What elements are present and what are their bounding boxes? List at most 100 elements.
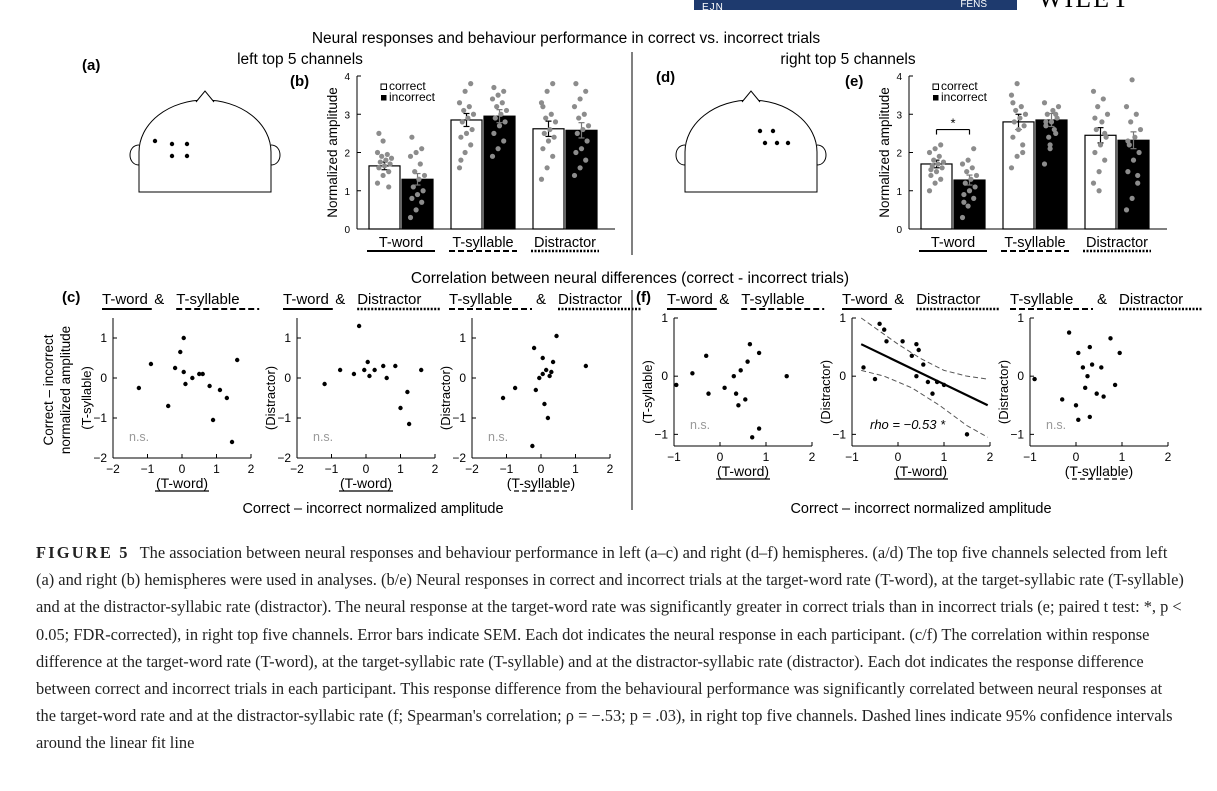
- data-point: [1083, 385, 1088, 391]
- y-tick-label: 0: [100, 371, 107, 385]
- bar-correct-1: [1002, 121, 1035, 230]
- participant-dot: [1014, 81, 1020, 87]
- pair-title-second: T-syllable: [176, 291, 239, 308]
- participant-dot: [1137, 126, 1144, 133]
- data-point: [914, 373, 919, 379]
- participant-dot: [503, 107, 510, 114]
- data-point: [1089, 362, 1095, 367]
- participant-dot: [384, 151, 390, 158]
- participant-dot: [926, 188, 933, 194]
- y-axis-label: (T-syllable): [79, 366, 94, 430]
- head-ear-right: [270, 144, 281, 166]
- participant-dot: [584, 138, 590, 144]
- data-point: [1112, 382, 1118, 388]
- participant-dot: [1022, 111, 1029, 117]
- data-point: [756, 350, 762, 356]
- label-d: (d): [656, 69, 675, 86]
- data-point: [537, 375, 542, 381]
- pair-title-first: T-word: [283, 291, 329, 308]
- participant-dot: [1123, 207, 1130, 213]
- y-tick-label: 1: [1017, 311, 1024, 325]
- category-label: Distractor: [1086, 235, 1148, 251]
- caption-text: The association between neural responses…: [36, 543, 1184, 753]
- bar-chart-right: 0 1 2 3 4 Normalized amplitude T-word T-syllabl…: [877, 72, 1167, 253]
- participant-dot: [383, 157, 389, 163]
- participant-dot: [412, 169, 418, 175]
- electrode-dot: [757, 128, 763, 134]
- participant-dot: [1093, 126, 1099, 133]
- electrode-dot: [762, 140, 768, 146]
- participant-dot: [498, 111, 504, 117]
- data-point: [229, 439, 235, 445]
- y-tick-label: 4: [896, 72, 902, 83]
- participant-dot: [1133, 111, 1139, 117]
- pair-title-first: T-word: [102, 291, 148, 308]
- data-point: [178, 349, 183, 355]
- pair-title-first: T-syllable: [449, 291, 512, 308]
- x-tick-label: 0: [363, 462, 370, 476]
- participant-dot: [1125, 138, 1131, 144]
- participant-dot: [968, 176, 974, 182]
- data-point: [365, 359, 370, 365]
- data-point: [1066, 330, 1072, 335]
- data-point: [750, 435, 755, 440]
- x-tick-label: 0: [1073, 450, 1080, 464]
- legend-swatch-incorrect: [381, 95, 387, 101]
- head-ear-left: [129, 144, 140, 166]
- data-point: [1032, 376, 1037, 382]
- y-tick-label: −1: [654, 427, 668, 441]
- data-point: [743, 397, 748, 402]
- legend-label-correct: correct: [389, 79, 426, 93]
- ci-upper-line: [860, 317, 988, 380]
- data-point: [351, 371, 357, 377]
- x-tick-label: 2: [432, 462, 439, 476]
- ns-annotation: n.s.: [1046, 418, 1066, 432]
- participant-dot: [1011, 119, 1017, 125]
- participant-dot: [1047, 146, 1053, 152]
- participant-dot: [1097, 142, 1104, 148]
- participant-dot: [1096, 188, 1102, 194]
- y-tick-label: −2: [277, 451, 291, 465]
- data-point: [540, 371, 545, 377]
- participant-dot: [1013, 107, 1019, 114]
- label-a: (a): [82, 57, 100, 74]
- head-ear-right: [816, 144, 827, 166]
- x-tick-label: 1: [941, 450, 948, 464]
- scatter-xlabel-left: Correct – incorrect normalized amplitude: [242, 501, 503, 517]
- society-name: FENS: [960, 0, 987, 10]
- participant-dot: [1135, 172, 1141, 179]
- x-tick-label: 2: [809, 450, 816, 464]
- participant-dot: [1055, 104, 1062, 110]
- participant-dot: [928, 167, 934, 173]
- participant-dot: [491, 130, 497, 136]
- data-point: [736, 403, 741, 408]
- pair-title-second: T-syllable: [741, 291, 804, 308]
- y-tick-label: 1: [100, 331, 107, 345]
- participant-dot: [409, 134, 415, 140]
- participant-dot: [1020, 149, 1026, 156]
- data-point: [224, 395, 230, 401]
- legend-swatch-incorrect: [933, 95, 939, 101]
- participant-dot: [463, 130, 470, 136]
- head-nose: [741, 90, 761, 103]
- participant-dot: [959, 214, 966, 221]
- fit-line: [860, 343, 989, 407]
- participant-dot: [1129, 77, 1135, 83]
- data-point: [690, 371, 695, 376]
- y-tick-label: 1: [896, 187, 902, 198]
- participant-dot: [541, 130, 547, 136]
- bar-incorrect-1: [1035, 119, 1068, 230]
- x-tick-label: 1: [213, 462, 220, 476]
- legend-label-incorrect: incorrect: [389, 90, 436, 104]
- x-tick-label: 1: [763, 450, 770, 464]
- pair-title-amp: &: [536, 291, 546, 308]
- participant-dot: [461, 107, 467, 114]
- participant-dot: [969, 165, 975, 171]
- participant-dot: [547, 126, 553, 133]
- caption-label: FIGURE 5: [36, 543, 130, 562]
- data-point: [148, 361, 154, 367]
- participant-dot: [1092, 115, 1098, 121]
- participant-dot: [468, 142, 474, 148]
- ns-annotation: n.s.: [488, 430, 508, 444]
- scatter-set-left: −2 −1 0 1 2−2−101(T-word)(T-syllable)T-word …: [79, 291, 641, 492]
